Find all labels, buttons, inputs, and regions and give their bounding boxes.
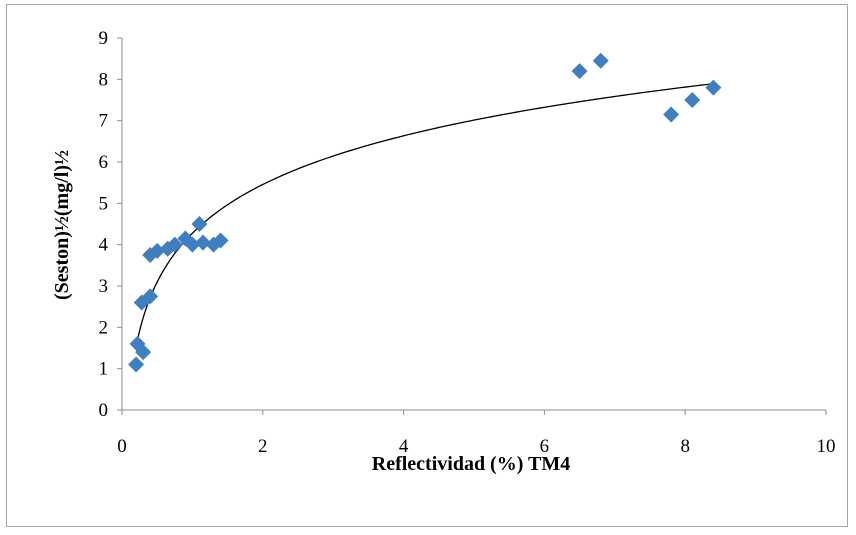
y-tick-label: 7 [99,111,109,132]
x-tick-label: 4 [399,436,409,457]
x-tick-label: 2 [258,436,268,457]
y-axis-title: (Seston)½(mg/l)½ [51,150,73,300]
x-axis-title: Reflectividad (%) TM4 [372,453,571,475]
data-points [128,52,722,373]
trendline [136,83,714,340]
data-point [166,236,183,253]
chart-frame [6,4,848,527]
data-point [149,242,166,259]
y-tick-label: 9 [99,28,109,49]
data-point [684,92,701,108]
data-point [184,236,201,253]
x-tick-label: 8 [680,436,690,457]
data-point [128,356,145,373]
data-point [592,52,609,69]
tick-labels: 0 1 2 3 4 5 6 7 8 9 0 2 4 6 8 10 [99,28,836,457]
x-tick-label: 0 [117,436,127,457]
y-tick-label: 6 [99,152,109,173]
x-tick-label: 6 [540,436,550,457]
data-point [571,63,588,80]
y-tick-label: 2 [99,317,109,338]
trendline-group [136,83,714,340]
data-point [135,344,152,361]
data-point [194,234,211,251]
y-tick-label: 3 [99,276,109,297]
data-point [212,232,229,249]
axes [117,37,827,415]
y-tick-label: 8 [99,69,109,90]
y-tick-label: 1 [99,359,109,380]
y-tick-label: 5 [99,193,109,214]
data-point [705,79,722,96]
data-point [191,216,208,232]
y-tick-label: 0 [99,400,109,421]
y-tick-label: 4 [99,235,109,256]
data-point [663,106,680,123]
x-tick-label: 10 [817,436,836,457]
data-point [142,288,159,305]
